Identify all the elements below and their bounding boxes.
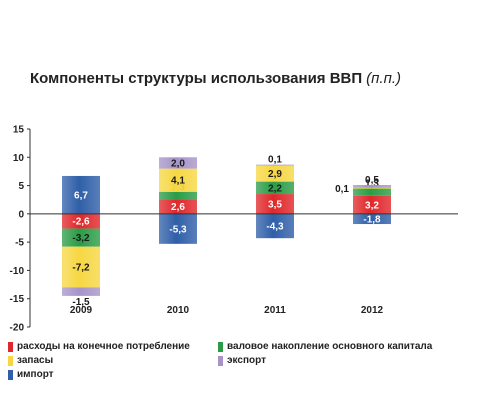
chart-title: Компоненты структуры использования ВВП <box>30 70 363 87</box>
bar-segment <box>353 185 391 188</box>
x-category-label: 2010 <box>167 305 190 316</box>
bar-segment <box>62 175 100 214</box>
chart-title-row: Компоненты структуры использования ВВП (п… <box>30 70 401 87</box>
x-category-label: 2009 <box>70 305 93 316</box>
data-label: 3,5 <box>268 199 282 210</box>
data-label: 3,2 <box>365 200 379 211</box>
chart-unit: (п.п.) <box>366 70 401 87</box>
bar-segment <box>353 187 391 189</box>
data-label: 2,9 <box>268 169 282 180</box>
data-label: 0,1 <box>335 184 349 195</box>
bar-segment <box>62 213 100 229</box>
bar-segment <box>256 165 294 182</box>
y-tick-label: -5 <box>15 238 24 249</box>
y-tick-label: -15 <box>10 294 25 305</box>
data-label: 2,0 <box>171 158 185 169</box>
data-label: 0,1 <box>268 155 282 166</box>
data-label: -1,5 <box>72 297 90 308</box>
bar-segment <box>159 191 197 200</box>
data-label: -2,6 <box>72 217 90 228</box>
data-label: 2,6 <box>171 202 185 213</box>
y-tick-label: 0 <box>18 209 24 220</box>
data-label: -4,3 <box>266 222 284 233</box>
bar-segment <box>62 246 100 288</box>
x-category-label: 2011 <box>264 305 286 316</box>
y-tick-label: 15 <box>13 125 25 136</box>
y-tick-label: 5 <box>18 181 24 192</box>
bar-segment <box>256 164 294 166</box>
bar-segment <box>62 287 100 296</box>
bar-segment <box>353 213 391 225</box>
data-label: 1,3 <box>365 178 379 189</box>
data-label: 6,7 <box>74 190 88 201</box>
bar-segment <box>256 181 294 195</box>
data-label: -7,2 <box>72 263 90 274</box>
data-label: 4,1 <box>171 176 185 187</box>
bar-segment <box>256 213 294 239</box>
bar-segment <box>159 199 197 214</box>
data-label: 2,2 <box>268 183 282 194</box>
bar-segment <box>353 188 391 196</box>
data-label: 0,5 <box>365 175 379 186</box>
y-tick-label: -10 <box>10 266 25 277</box>
y-tick-label: 10 <box>13 153 25 164</box>
bar-segment <box>159 213 197 244</box>
bar-segment <box>62 228 100 247</box>
x-category-label: 2012 <box>361 305 384 316</box>
data-label: -5,3 <box>169 224 187 235</box>
data-label: -3,2 <box>72 233 90 244</box>
bar-segment <box>159 157 197 169</box>
bar-segment <box>256 194 294 214</box>
bar-segment <box>353 195 391 214</box>
y-tick-label: -20 <box>10 323 25 334</box>
data-label: -1,8 <box>363 214 381 225</box>
bar-segment <box>159 168 197 192</box>
